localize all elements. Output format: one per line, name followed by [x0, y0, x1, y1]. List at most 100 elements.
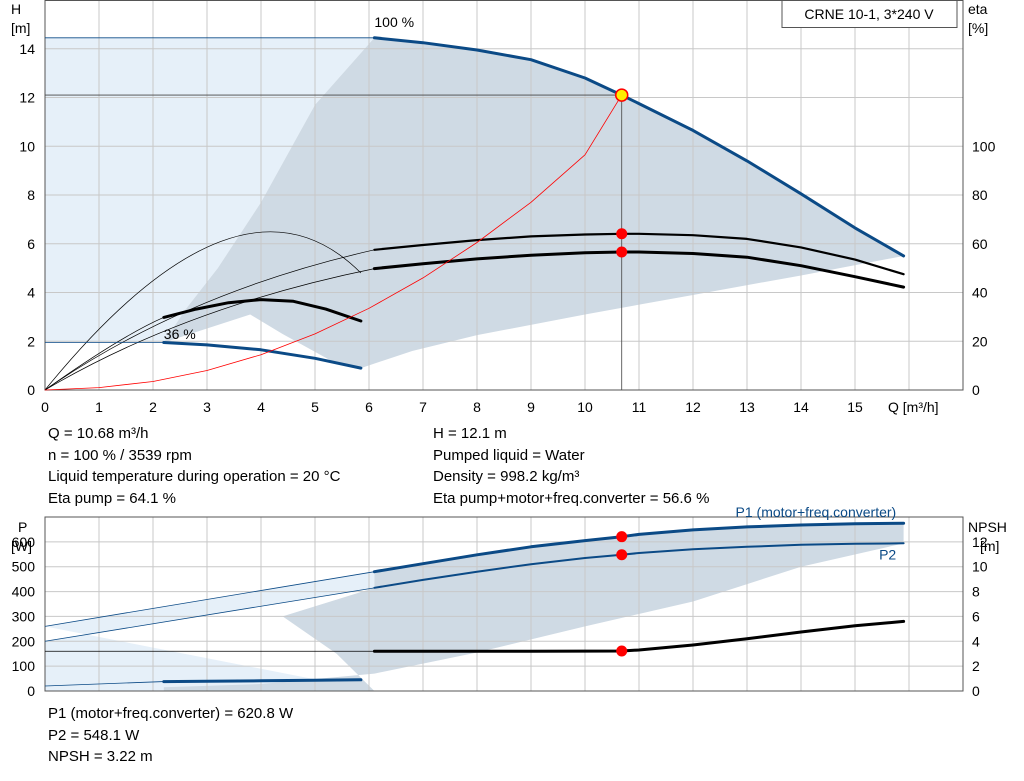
npsh-tick-label: 0 [972, 683, 980, 699]
y-tick-label: 14 [19, 41, 35, 57]
curve-P2 [373, 542, 905, 589]
npsh-axis-label: NPSH [968, 519, 1007, 535]
y2-tick-label: 0 [972, 382, 980, 398]
info-head: H = 12.1 m [433, 425, 507, 442]
npsh-tick-label: 6 [972, 608, 980, 624]
p1low-extension [44, 681, 164, 687]
operating-point [616, 228, 628, 240]
curve-Eta36 [162, 298, 363, 323]
curve-EtaSys100 [373, 232, 905, 276]
curves [44, 36, 906, 687]
eta36-extension [44, 317, 164, 391]
info-speed: n = 100 % / 3539 rpm [48, 446, 192, 464]
x-tick-label: 9 [527, 399, 535, 415]
info-liquid: Pumped liquid = Water [433, 446, 585, 464]
info-flow: Q = 10.68 m³/h [48, 425, 149, 442]
speed-annotation: 36 % [164, 326, 196, 342]
x-tick-label: 10 [577, 399, 593, 415]
p-tick-label: 0 [27, 683, 35, 699]
x-tick-label: 2 [149, 399, 157, 415]
p-axis-unit: [W] [11, 538, 32, 554]
info-temperature: Liquid temperature during operation = 20… [48, 468, 341, 485]
title-box [781, 0, 958, 28]
x-tick-label: 3 [203, 399, 211, 415]
x-tick-label: 4 [257, 399, 265, 415]
x-tick-label: 6 [365, 399, 373, 415]
y-axis-label: H [11, 1, 21, 17]
duty-point-marker [614, 88, 629, 102]
y-axis-unit: [m] [11, 20, 30, 36]
y2-tick-label: 80 [972, 187, 988, 203]
curve-SystemCurve [44, 94, 623, 391]
curve-EtaPump100 [372, 250, 906, 289]
x-axis-label: Q [m³/h] [888, 399, 939, 415]
info-density: Density = 998.2 kg/m³ [433, 468, 580, 485]
eta-pump-extension [44, 268, 375, 391]
info-p2: P2 = 548.1 W [48, 726, 140, 744]
info-eta-system: Eta pump+motor+freq.converter = 56.6 % [433, 489, 710, 507]
power-area-light [45, 571, 375, 691]
power-area-dark [163, 523, 904, 691]
p-tick-label: 500 [12, 559, 36, 575]
p2-extension [44, 587, 375, 642]
x-tick-label: 8 [473, 399, 481, 415]
series-label: P2 [879, 546, 896, 562]
y-tick-label: 4 [27, 285, 35, 301]
curve-NPSH [372, 619, 906, 653]
y-tick-label: 6 [27, 236, 35, 252]
npsh-tick-label: 2 [972, 658, 980, 674]
p-tick-label: 300 [12, 608, 36, 624]
y2-axis-label: eta [968, 1, 988, 17]
y-tick-label: 0 [27, 382, 35, 398]
info-bottom: P1 (motor+freq.converter) = 620.8 W P2 =… [48, 703, 293, 768]
p-tick-label: 400 [12, 584, 36, 600]
area-dark [163, 37, 904, 369]
chart-labels: CRNE 10-1, 3*240 V H [m] eta [%] Q [m³/h] P [W]… [11, 0, 1007, 699]
npsh-axis-unit: [m] [980, 538, 999, 554]
npsh-tick-label: 4 [972, 633, 980, 649]
x-tick-label: 14 [793, 399, 809, 415]
x-tick-label: 5 [311, 399, 319, 415]
y2-tick-label: 20 [972, 333, 988, 349]
y-tick-label: 8 [27, 187, 35, 203]
y-tick-label: 12 [19, 90, 35, 106]
npsh-tick-label: 10 [972, 559, 988, 575]
series-label: P1 (motor+freq.converter) [736, 504, 897, 520]
p-tick-label: 200 [12, 633, 36, 649]
x-tick-label: 12 [685, 399, 701, 415]
y2-tick-label: 40 [972, 285, 988, 301]
info-top-right: H = 12.1 m Pumped liquid = Water Density… [433, 423, 709, 509]
frame-top [44, 0, 964, 391]
y-tick-label: 2 [27, 333, 35, 349]
y2-tick-label: 100 [972, 138, 996, 154]
y2-tick-label: 60 [972, 236, 988, 252]
p-axis-label: P [18, 519, 27, 535]
operating-point [616, 531, 628, 543]
curve-P1low [162, 678, 363, 684]
operating-area [45, 37, 904, 691]
x-tick-label: 0 [41, 399, 49, 415]
speed-annotation: 100 % [374, 14, 414, 30]
info-top-left: Q = 10.68 m³/h n = 100 % / 3539 rpm Liqu… [48, 423, 340, 509]
x-tick-label: 15 [847, 399, 863, 415]
npsh-tick-label: 8 [972, 584, 980, 600]
npsh-tick-label: 12 [972, 534, 988, 550]
info-p1: P1 (motor+freq.converter) = 620.8 W [48, 705, 294, 722]
operating-point [616, 549, 628, 561]
eta-envelope-curve [44, 231, 362, 391]
x-tick-label: 11 [632, 399, 647, 415]
p-tick-label: 100 [12, 658, 36, 674]
y-tick-label: 10 [19, 138, 35, 154]
curve-P1 [372, 521, 906, 574]
operating-point [616, 645, 628, 657]
info-npsh: NPSH = 3.22 m [48, 748, 153, 765]
operating-points [614, 88, 629, 657]
x-tick-label: 1 [95, 399, 103, 415]
eta-system-extension [44, 249, 375, 391]
axes [44, 0, 964, 692]
area-light [45, 37, 375, 343]
info-eta-pump: Eta pump = 64.1 % [48, 489, 176, 507]
chart-title: CRNE 10-1, 3*240 V [804, 6, 934, 22]
curve-H36 [162, 341, 363, 370]
